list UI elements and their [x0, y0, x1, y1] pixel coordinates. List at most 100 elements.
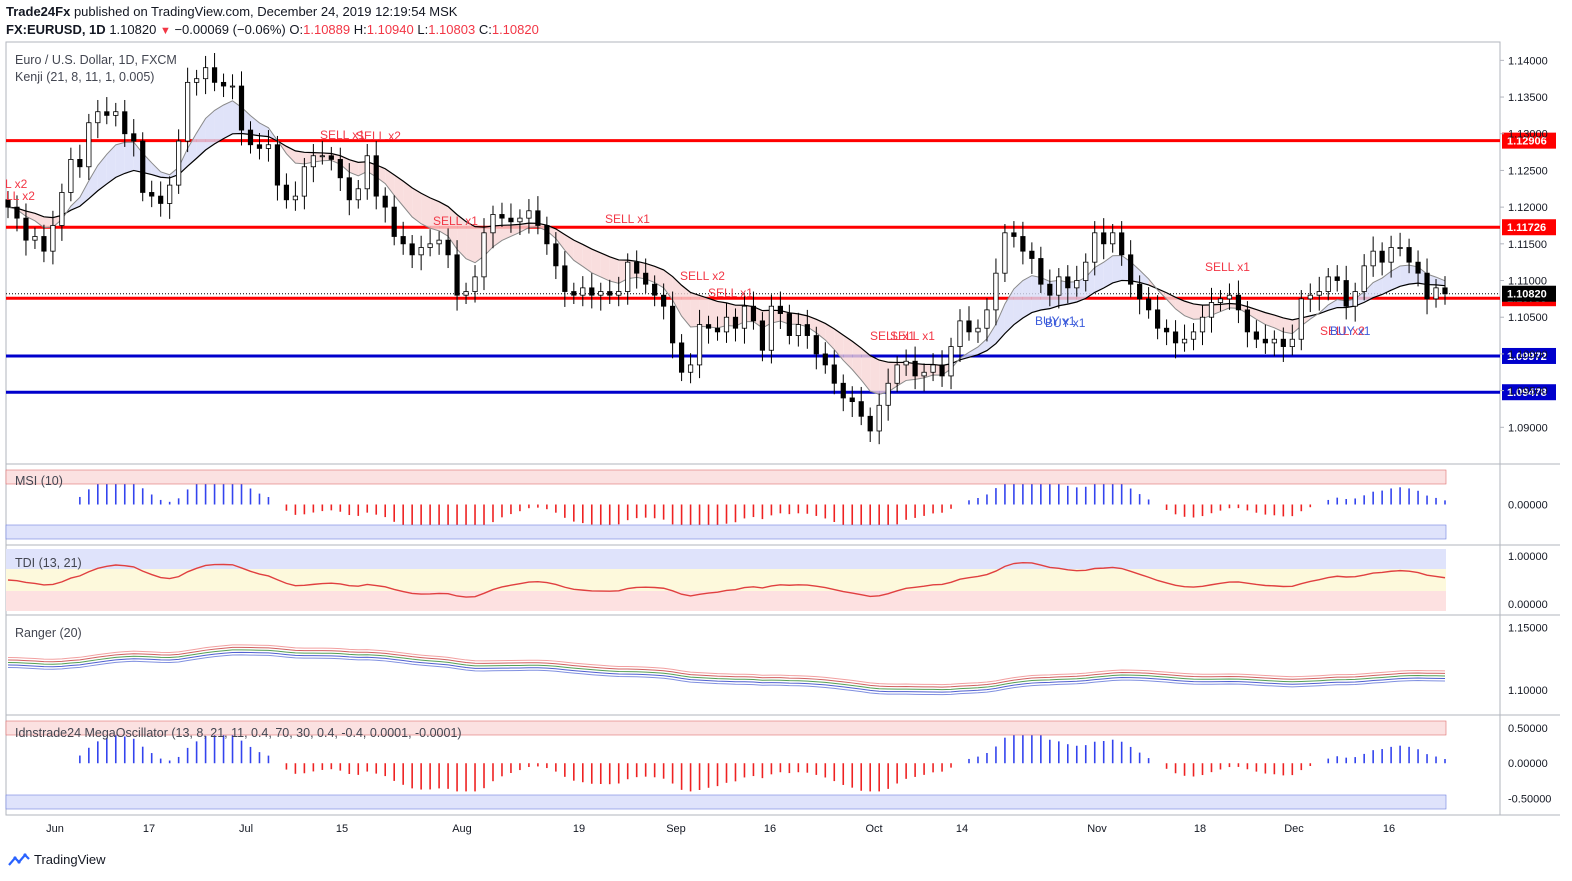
candle-bull	[319, 155, 325, 158]
close-label: C:	[478, 22, 492, 37]
candle-bear	[1280, 338, 1286, 347]
candle-bear	[149, 192, 155, 197]
low-value: 1.10803	[428, 22, 476, 37]
kenji-band-fill	[385, 168, 395, 196]
candle-bear	[912, 360, 918, 377]
candle-bull	[1002, 232, 1008, 274]
time-tick-label: 19	[573, 823, 585, 835]
candle-bull	[1433, 287, 1439, 300]
candle-bull	[310, 155, 316, 168]
time-tick-label: Aug	[452, 823, 472, 835]
candle-bear	[1011, 232, 1017, 237]
tdi-line	[7, 562, 1446, 598]
candle-bear	[1379, 250, 1385, 263]
candle-bull	[1110, 232, 1116, 245]
kenji-band-fill	[439, 201, 449, 237]
candle-bull	[202, 67, 209, 80]
candle-bull	[1397, 247, 1403, 249]
candle-bear	[247, 129, 254, 146]
candle-bear	[499, 214, 505, 219]
close-value: 1.10820	[491, 22, 539, 37]
kenji-band-fill	[555, 228, 565, 251]
down-arrow-icon: ▼	[159, 25, 171, 37]
kenji-band-fill	[1364, 282, 1374, 303]
candle-bear	[256, 144, 263, 149]
kenji-band-fill	[43, 216, 53, 228]
last-price-label: 1.10820	[1507, 289, 1547, 301]
candle-bull	[1056, 276, 1062, 296]
candle-bull	[1316, 291, 1322, 296]
osc-tick-label: 1.10000	[1508, 685, 1548, 697]
sell-signal: SELL x2	[1320, 324, 1365, 338]
time-tick-label: 14	[956, 823, 968, 835]
kenji-band-fill	[852, 341, 862, 380]
candle-bull	[50, 225, 56, 252]
msi-legend: MSI (10)	[15, 474, 63, 488]
candle-bull	[1083, 261, 1089, 281]
candle-bull	[1092, 232, 1098, 263]
osc-tick-label: 0.00000	[1508, 599, 1548, 611]
kenji-band-fill	[690, 292, 700, 327]
candle-bull	[984, 309, 990, 329]
candle-bear	[714, 327, 721, 333]
candle-bear	[409, 243, 415, 256]
candle-bear	[1442, 287, 1448, 295]
sell-signal: SELL x1	[320, 128, 365, 142]
candle-bear	[759, 320, 766, 351]
kenji-band-fill	[106, 144, 116, 184]
candle-bear	[939, 364, 945, 377]
candle-bear	[1128, 254, 1134, 285]
sell-signal: SELL x1	[1205, 260, 1250, 274]
kenji-band-fill	[214, 104, 224, 144]
sell-signal: SELL x1	[870, 329, 915, 343]
osc-tick-label: 1.15000	[1508, 622, 1548, 634]
price-tick-label: 1.09500	[1508, 386, 1548, 398]
candle-bull	[1370, 250, 1376, 267]
candle-bull	[176, 140, 182, 186]
candle-bull	[1388, 247, 1394, 263]
candle-bull	[436, 239, 442, 245]
candle-bull	[185, 81, 191, 142]
time-tick-label: 17	[143, 823, 155, 835]
candle-bull	[903, 360, 909, 366]
candle-bear	[643, 272, 649, 285]
candle-bear	[813, 335, 819, 355]
kenji-legend: Kenji (21, 8, 11, 1, 0.005)	[15, 70, 155, 84]
candle-bull	[265, 144, 272, 149]
candle-bull	[1226, 294, 1233, 300]
candle-bear	[732, 316, 739, 329]
kenji-band-fill	[977, 338, 987, 355]
buy-signal: BUY x1	[1045, 316, 1086, 330]
kenji-band-fill	[870, 355, 880, 395]
symbol-label: FX:EURUSD, 1D	[6, 22, 106, 37]
candle-bull	[463, 291, 469, 296]
high-label: H:	[353, 22, 367, 37]
high-value: 1.10940	[366, 22, 414, 37]
candle-bull	[795, 324, 801, 336]
candle-bull	[1352, 291, 1358, 307]
candle-bull	[1217, 298, 1224, 303]
footer-brand[interactable]: TradingView	[8, 852, 106, 867]
candle-bear	[220, 81, 227, 87]
candle-bear	[822, 353, 828, 366]
candle-bear	[337, 159, 343, 179]
main-legend: Euro / U.S. Dollar, 1D, FXCM	[15, 53, 177, 67]
sell-signal: LL x2	[6, 189, 35, 203]
overbought-band	[5, 720, 1447, 736]
candle-bear	[1065, 276, 1071, 289]
candle-bear	[867, 415, 873, 432]
kenji-band-fill	[1436, 277, 1445, 286]
candle-bear	[1029, 250, 1035, 259]
kenji-band-fill	[205, 110, 215, 151]
kenji-band-fill	[151, 162, 161, 178]
candle-bear	[23, 217, 29, 241]
kenji-band-fill	[798, 313, 808, 327]
candle-bull	[580, 287, 586, 296]
candle-bear	[1253, 331, 1259, 340]
candle-bull	[1298, 298, 1304, 340]
candle-bull	[59, 192, 65, 226]
candle-bear	[77, 159, 83, 168]
kenji-band-fill	[582, 244, 592, 273]
candle-bull	[1271, 338, 1277, 344]
